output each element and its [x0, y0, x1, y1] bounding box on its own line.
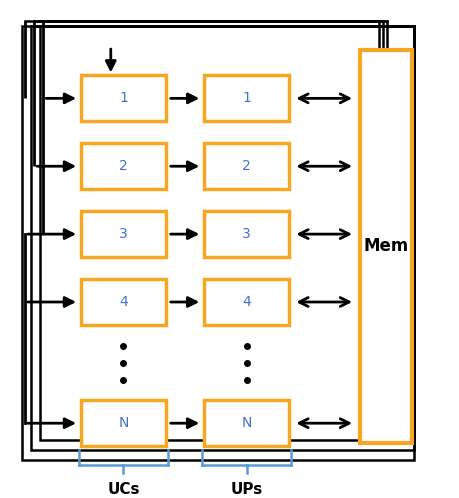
- FancyBboxPatch shape: [359, 50, 412, 443]
- FancyBboxPatch shape: [204, 400, 289, 446]
- Text: 1: 1: [242, 91, 251, 106]
- FancyBboxPatch shape: [204, 75, 289, 122]
- FancyBboxPatch shape: [204, 211, 289, 257]
- FancyBboxPatch shape: [81, 143, 166, 189]
- FancyBboxPatch shape: [81, 279, 166, 325]
- Text: 3: 3: [119, 227, 128, 241]
- Text: UPs: UPs: [230, 483, 263, 498]
- Text: N: N: [241, 416, 252, 430]
- FancyBboxPatch shape: [81, 400, 166, 446]
- Text: N: N: [118, 416, 129, 430]
- Text: 2: 2: [242, 159, 251, 173]
- Text: UCs: UCs: [107, 483, 140, 498]
- Text: 1: 1: [119, 91, 128, 106]
- FancyBboxPatch shape: [204, 279, 289, 325]
- Text: 4: 4: [119, 295, 128, 309]
- Text: 2: 2: [119, 159, 128, 173]
- Text: Mem: Mem: [363, 237, 409, 255]
- Text: 4: 4: [242, 295, 251, 309]
- FancyBboxPatch shape: [81, 75, 166, 122]
- Text: 3: 3: [242, 227, 251, 241]
- FancyBboxPatch shape: [204, 143, 289, 189]
- FancyBboxPatch shape: [81, 211, 166, 257]
